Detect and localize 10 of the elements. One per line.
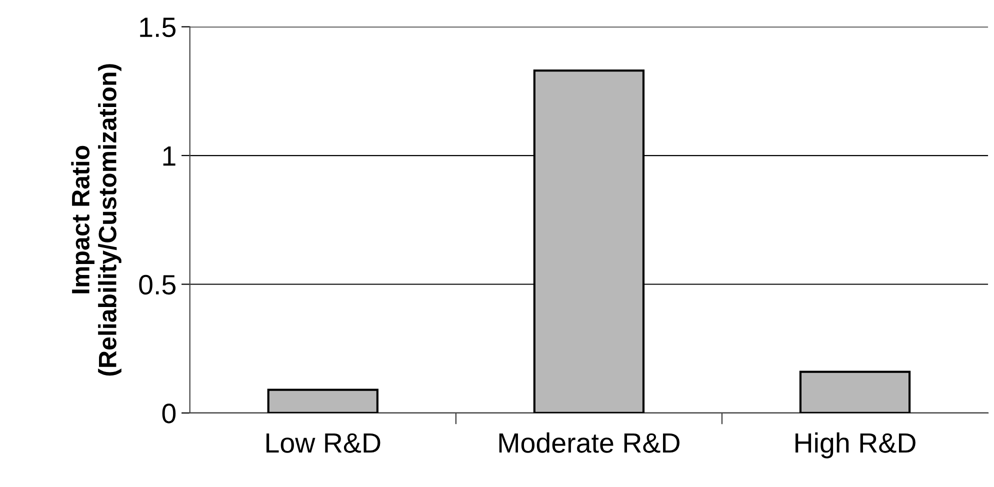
y-tick-label: 1.5 xyxy=(140,18,176,38)
y-tick-label: 0.5 xyxy=(139,274,176,295)
y-axis-title: Impact Ratio (Reliability/Customization) xyxy=(71,64,122,376)
bar xyxy=(267,388,378,413)
x-tick-label: Moderate R&D xyxy=(499,432,680,453)
y-tick-label: 1 xyxy=(163,146,176,166)
y-tick-label: 0 xyxy=(162,404,176,424)
x-tick-label: Low R&D xyxy=(266,433,380,453)
x-tick-label: High R&D xyxy=(796,432,916,458)
bar xyxy=(799,370,911,413)
